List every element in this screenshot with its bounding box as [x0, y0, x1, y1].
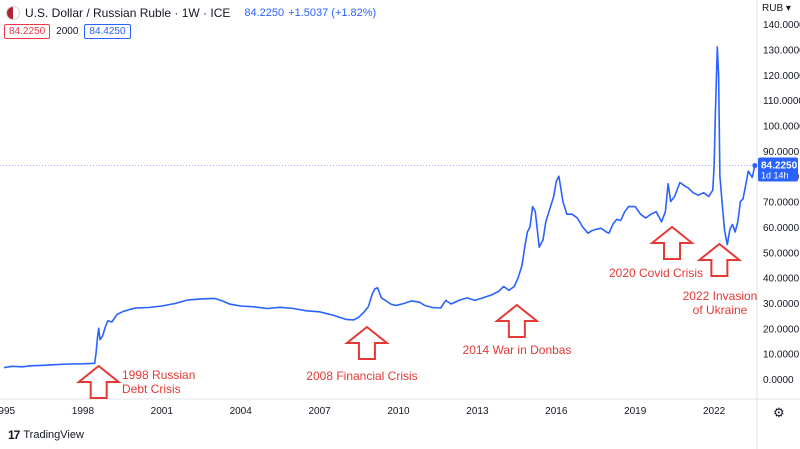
y-tick-label: 30.0000 — [763, 299, 800, 310]
annotation-label: 2020 Covid Crisis — [609, 266, 703, 280]
last-price-badge-value: 84.2250 — [761, 160, 798, 171]
x-tick-label: 1995 — [0, 406, 16, 417]
last-price-badge — [758, 157, 798, 182]
tradingview-logo-text: TradingView — [23, 429, 84, 441]
y-tick-label: 90.0000 — [763, 147, 800, 158]
last-price-badge-time: 1d 14h — [761, 170, 789, 180]
y-tick-label: 10.0000 — [763, 350, 800, 361]
annotation-arrow-icon — [75, 364, 122, 399]
x-tick-label: 2010 — [387, 406, 410, 417]
y-tick-label: 120.0000 — [763, 71, 800, 82]
x-tick-label: 2016 — [545, 406, 568, 417]
y-tick-label: 20.0000 — [763, 324, 800, 335]
annotation-label: 2008 Financial Crisis — [306, 369, 417, 383]
gear-icon[interactable]: ⚙ — [773, 405, 785, 420]
spread-value: 2000 — [56, 25, 79, 37]
bid-ask-row: 84.2250 2000 84.4250 — [4, 23, 131, 39]
annotation-label: 2014 War in Donbas — [463, 343, 572, 357]
annotation-arrow-icon — [649, 225, 695, 260]
price-line — [3, 46, 756, 369]
last-price-dot — [752, 163, 758, 169]
currency-selector[interactable]: RUB ▾ — [762, 3, 791, 14]
y-tick-label: 50.0000 — [763, 248, 800, 259]
bid-box[interactable]: 84.2250 — [4, 23, 51, 39]
symbol-title[interactable]: U.S. Dollar / Russian Ruble · 1W · ICE — [25, 6, 231, 20]
y-tick-label: 110.0000 — [763, 96, 800, 107]
annotation-label: Debt Crisis — [122, 382, 181, 396]
annotation-arrow-icon — [344, 325, 390, 360]
x-tick-label: 2001 — [151, 406, 174, 417]
x-tick-label: 2022 — [703, 406, 726, 417]
annotation-label: of Ukraine — [693, 303, 748, 317]
ask-box[interactable]: 84.4250 — [84, 23, 131, 39]
tradingview-logo-icon: 17 — [8, 428, 20, 442]
chart-header: U.S. Dollar / Russian Ruble · 1W · ICE 8… — [6, 5, 376, 21]
x-tick-label: 2004 — [230, 406, 253, 417]
us-flag-icon — [6, 6, 20, 20]
y-tick-label: 40.0000 — [763, 274, 800, 285]
y-tick-label: 130.0000 — [763, 45, 800, 56]
last-price: 84.2250 — [244, 7, 285, 19]
currency-label: RUB — [762, 3, 784, 14]
y-tick-label: 100.0000 — [763, 122, 800, 133]
x-tick-label: 2019 — [624, 406, 647, 417]
chevron-down-icon: ▾ — [785, 3, 791, 14]
annotation-label: 1998 Russian — [122, 368, 195, 382]
tradingview-logo[interactable]: 17 TradingView — [8, 428, 84, 442]
y-tick-label: 70.0000 — [763, 198, 800, 209]
y-tick-label: 140.0000 — [763, 20, 800, 31]
annotation-label: 2022 Invasion — [683, 289, 758, 303]
annotation-arrow-icon — [696, 242, 743, 277]
y-tick-label: 60.0000 — [763, 223, 800, 234]
y-tick-label: 0.0000 — [763, 375, 794, 386]
x-tick-label: 1998 — [72, 406, 95, 417]
x-tick-label: 2013 — [466, 406, 489, 417]
annotation-arrow-icon — [493, 303, 540, 338]
price-change: +1.5037 (+1.82%) — [288, 7, 377, 19]
x-tick-label: 2007 — [308, 406, 331, 417]
